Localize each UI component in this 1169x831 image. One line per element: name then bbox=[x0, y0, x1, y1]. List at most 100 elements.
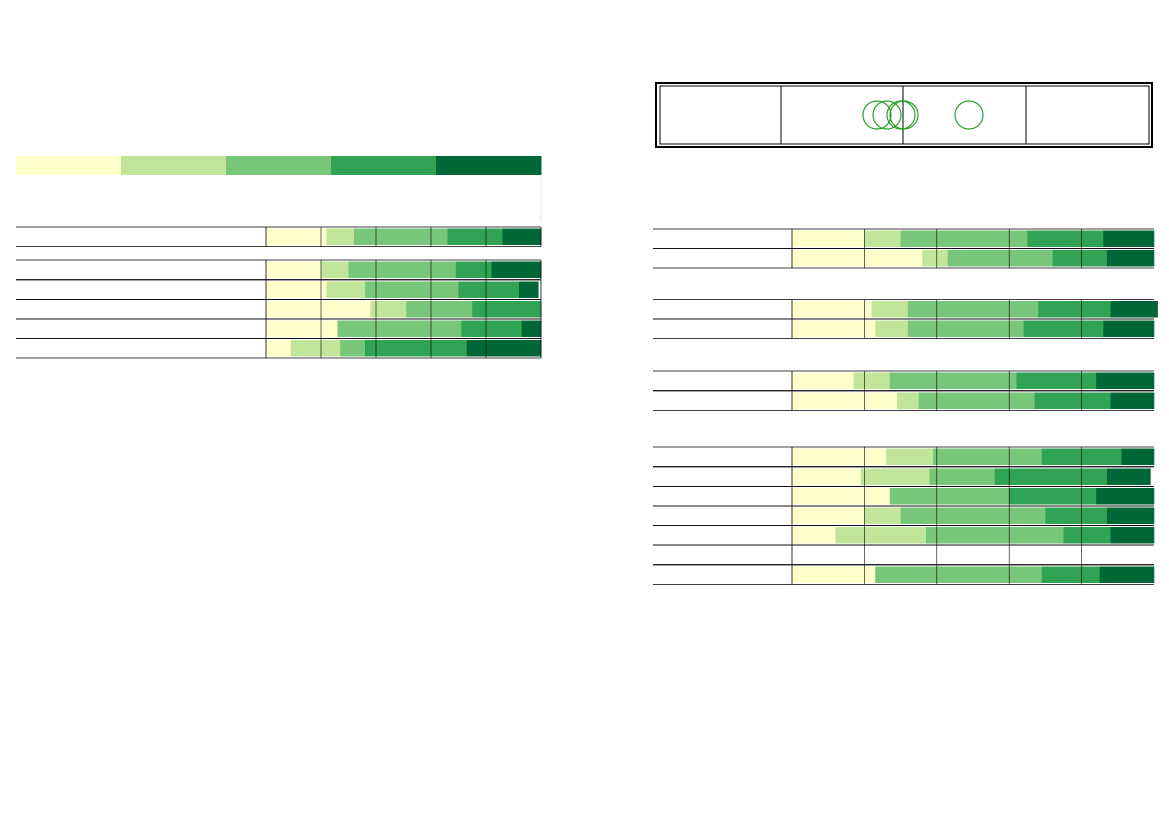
right-bar-g4-r4-s3 bbox=[900, 507, 1046, 524]
right-bar-g1-r1-s3 bbox=[900, 230, 1028, 247]
right-bar-g1-r1-s1 bbox=[792, 230, 865, 247]
marker-circle-4 bbox=[889, 100, 919, 130]
right-bar-g4-r1-s1 bbox=[792, 448, 887, 465]
right-bar-g2-r2-s3 bbox=[907, 320, 1024, 337]
right-bar-g4-r2-s1 bbox=[792, 468, 862, 485]
right-bar-g4-r5-s3 bbox=[925, 527, 1064, 544]
right-bar-g3-r2-s1 bbox=[792, 392, 898, 409]
right-bar-g2-r1-s1 bbox=[792, 301, 872, 318]
left-bar-g2-r5-s4 bbox=[365, 340, 468, 357]
color-legend bbox=[16, 156, 542, 222]
right-bar-g3-r2-s5 bbox=[1110, 392, 1155, 409]
left-bar-g2-r5-s2 bbox=[290, 340, 341, 357]
left-bar-g1-r1-s2 bbox=[326, 228, 355, 245]
right-bar-g4-r5-s2 bbox=[835, 527, 927, 544]
left-bar-g2-r4-s5 bbox=[521, 320, 542, 337]
right-bar-g4-r3-s4 bbox=[1009, 488, 1097, 505]
right-bar-g4-r7-s3 bbox=[875, 566, 1043, 583]
right-bar-g1-r2-s5 bbox=[1106, 250, 1155, 267]
right-bar-g2-r2-s1 bbox=[792, 320, 876, 337]
left-bar-g2-r2-s3 bbox=[365, 281, 459, 298]
right-bar-g2-r1-s2 bbox=[871, 301, 909, 318]
left-bar-g1-r1-s4 bbox=[447, 228, 503, 245]
left-bar-g1-r1-s1 bbox=[266, 228, 327, 245]
right-bar-g2-r2-s4 bbox=[1023, 320, 1104, 337]
right-bar-g4-r3-s3 bbox=[889, 488, 1010, 505]
left-bar-g2-r3-s1 bbox=[266, 301, 371, 318]
right-stacked-bar-chart bbox=[653, 228, 1158, 585]
right-bar-g1-r2-s2 bbox=[922, 250, 948, 267]
left-bar-g2-r4-s4 bbox=[461, 320, 523, 337]
legend-swatch-5 bbox=[436, 156, 542, 175]
left-bar-g2-r3-s4 bbox=[472, 301, 542, 318]
right-bar-g1-r2-s4 bbox=[1052, 250, 1108, 267]
right-bar-g3-r2-s2 bbox=[896, 392, 919, 409]
right-bar-g4-r5-s4 bbox=[1063, 527, 1111, 544]
right-bar-g3-r2-s4 bbox=[1034, 392, 1111, 409]
left-bar-g2-r4-s1 bbox=[266, 320, 338, 337]
left-bar-g2-r2-s4 bbox=[458, 281, 520, 298]
right-bar-g4-r3-s1 bbox=[792, 488, 891, 505]
legend-swatch-4 bbox=[331, 156, 437, 175]
right-bar-g4-r1-s5 bbox=[1121, 448, 1155, 465]
marker-circle-p2-1 bbox=[954, 100, 984, 130]
left-bar-g2-r3-s2 bbox=[370, 301, 407, 318]
right-bar-g2-r2-s2 bbox=[875, 320, 909, 337]
right-bar-g3-r1-s4 bbox=[1016, 372, 1097, 389]
left-bar-g2-r5-s3 bbox=[340, 340, 366, 357]
left-bar-g2-r5-s1 bbox=[266, 340, 292, 357]
left-bar-g2-r1-s2 bbox=[321, 261, 349, 278]
right-bar-g2-r1-s3 bbox=[907, 301, 1039, 318]
key-box-inner bbox=[659, 85, 1150, 145]
right-bar-g3-r1-s5 bbox=[1096, 372, 1155, 389]
right-bar-g4-r1-s2 bbox=[886, 448, 934, 465]
right-bar-g4-r7-s4 bbox=[1041, 566, 1100, 583]
right-bar-g4-r2-s5 bbox=[1106, 468, 1151, 485]
marker-circle-1 bbox=[862, 100, 892, 130]
left-bar-g2-r3-s3 bbox=[406, 301, 473, 318]
left-bar-g2-r2-s2 bbox=[326, 281, 366, 298]
right-bar-g3-r2-s3 bbox=[918, 392, 1035, 409]
right-bar-g4-r7-s1 bbox=[792, 566, 876, 583]
marker-circle-2 bbox=[872, 100, 902, 130]
right-bar-g1-r1-s5 bbox=[1103, 230, 1155, 247]
right-bar-g3-r1-s1 bbox=[792, 372, 854, 389]
right-bar-g4-r5-s5 bbox=[1110, 527, 1155, 544]
right-bar-g4-r4-s2 bbox=[864, 507, 901, 524]
left-bar-g2-r1-s5 bbox=[491, 261, 542, 278]
right-bar-g4-r4-s5 bbox=[1106, 507, 1155, 524]
key-box bbox=[655, 82, 1153, 148]
left-bar-g2-r2-s1 bbox=[266, 281, 327, 298]
right-bar-g1-r2-s3 bbox=[947, 250, 1053, 267]
legend-swatch-2 bbox=[121, 156, 227, 175]
right-bar-g4-r2-s4 bbox=[994, 468, 1108, 485]
right-bar-g4-r4-s4 bbox=[1045, 507, 1108, 524]
left-bar-g1-r1-s5 bbox=[502, 228, 542, 245]
right-bar-g2-r1-s4 bbox=[1038, 301, 1111, 318]
left-bar-g2-r1-s1 bbox=[266, 261, 322, 278]
right-bar-g4-r3-s5 bbox=[1096, 488, 1155, 505]
right-bar-g4-r7-s5 bbox=[1099, 566, 1155, 583]
right-bar-g3-r1-s3 bbox=[889, 372, 1017, 389]
left-bar-g2-r4-s3 bbox=[337, 320, 462, 337]
key-box-outer bbox=[655, 82, 1153, 148]
right-bar-g1-r1-s4 bbox=[1027, 230, 1104, 247]
right-bar-g1-r2-s1 bbox=[792, 250, 923, 267]
right-bar-g3-r1-s2 bbox=[853, 372, 891, 389]
left-bar-g2-r2-s5 bbox=[519, 281, 539, 298]
left-bar-g2-r5-s5 bbox=[466, 340, 542, 357]
left-stacked-bar-chart bbox=[16, 226, 542, 359]
right-bar-g4-r1-s3 bbox=[933, 448, 1043, 465]
legend-swatch-3 bbox=[226, 156, 332, 175]
legend-swatch-1 bbox=[16, 156, 122, 175]
left-bar-g2-r1-s3 bbox=[348, 261, 457, 278]
right-bar-g4-r4-s1 bbox=[792, 507, 865, 524]
right-bar-g1-r1-s2 bbox=[864, 230, 901, 247]
right-bar-g4-r2-s2 bbox=[860, 468, 930, 485]
right-bar-g4-r5-s1 bbox=[792, 527, 836, 544]
right-bar-g2-r2-s5 bbox=[1103, 320, 1155, 337]
left-bar-g1-r1-s3 bbox=[354, 228, 448, 245]
right-bar-g4-r2-s3 bbox=[929, 468, 996, 485]
